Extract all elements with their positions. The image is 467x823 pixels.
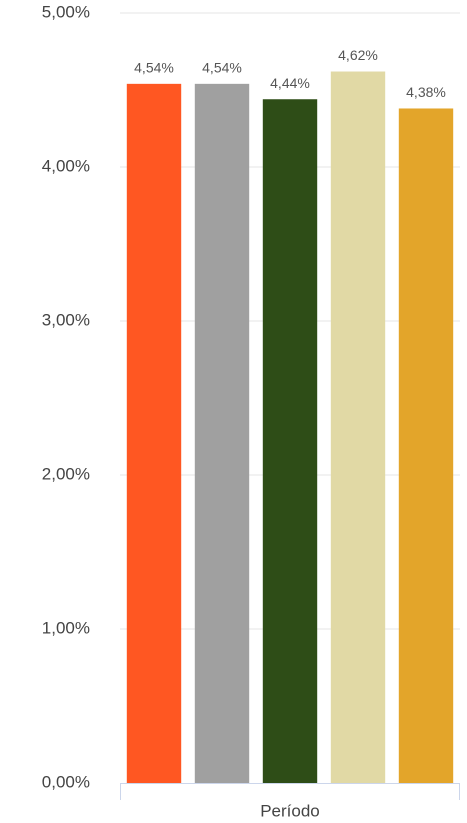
y-tick-label: 1,00% [42,618,90,637]
y-tick-label: 3,00% [42,310,90,329]
data-label: 4,44% [270,75,310,91]
data-label: 4,54% [134,60,174,76]
y-tick-label: 4,00% [42,156,90,175]
data-label: 4,38% [406,84,446,100]
bar [330,71,386,783]
bar [126,83,182,784]
bar [262,99,318,784]
data-label: 4,54% [202,60,242,76]
data-label: 4,62% [338,47,378,63]
y-tick-label: 2,00% [42,464,90,483]
bar [194,83,250,784]
bar [398,108,454,784]
y-tick-label: 5,00% [42,2,90,21]
y-tick-label: 0,00% [42,772,90,791]
x-tick-label: Período [260,801,320,820]
